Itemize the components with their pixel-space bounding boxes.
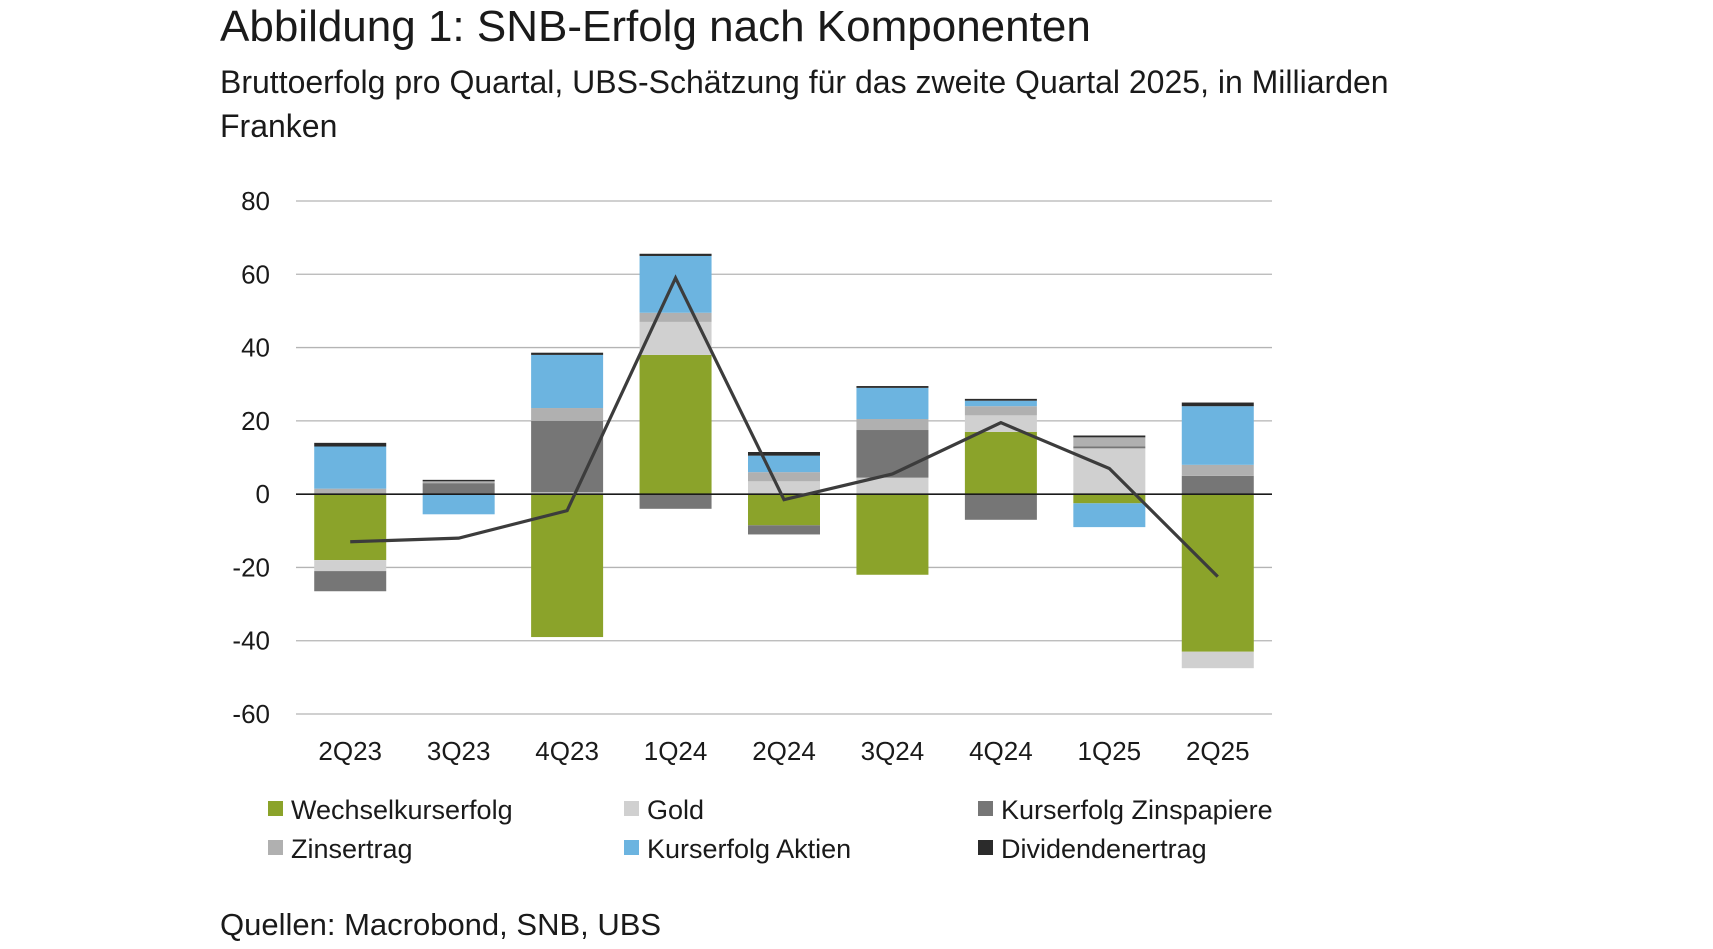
- bar-segment: [856, 386, 929, 388]
- bar-segment: [1073, 446, 1146, 449]
- chart-title: Abbildung 1: SNB-Erfolg nach Komponenten: [220, 2, 1091, 51]
- bar-segment: [856, 477, 929, 495]
- bar-segment: [748, 452, 820, 456]
- legend-label: Zinsertrag: [291, 834, 413, 864]
- y-tick-label: -40: [232, 626, 270, 656]
- legend-swatch: [624, 801, 639, 816]
- bar-segment: [639, 494, 712, 509]
- bar-segment: [314, 560, 387, 572]
- bar-segment: [639, 354, 712, 495]
- bar-segment: [1181, 475, 1254, 495]
- bar-segment: [856, 494, 929, 575]
- x-tick-label: 3Q23: [427, 736, 491, 766]
- legend-label: Gold: [647, 795, 704, 825]
- bar-segment: [422, 494, 495, 515]
- bar-segment: [639, 255, 712, 313]
- bar-segment: [314, 494, 387, 561]
- legend-item: Wechselkurserfolg: [268, 795, 513, 825]
- bar-segment: [314, 488, 387, 495]
- y-tick-label: 0: [256, 479, 270, 509]
- bar-segment: [964, 398, 1037, 401]
- bar-segment: [422, 481, 495, 484]
- bar-segment: [964, 400, 1037, 407]
- bar-segment: [531, 408, 604, 421]
- x-tick-label: 4Q24: [969, 736, 1033, 766]
- bar-segment: [748, 525, 820, 535]
- x-tick-label: 1Q24: [644, 736, 708, 766]
- legend-item: Kurserfolg Zinspapiere: [978, 795, 1273, 825]
- legend-item: Dividendenertrag: [978, 834, 1207, 864]
- legend-label: Kurserfolg Zinspapiere: [1001, 795, 1273, 825]
- y-tick-label: 40: [241, 333, 270, 363]
- y-tick-label: -20: [232, 552, 270, 582]
- bar-segment: [1181, 464, 1254, 476]
- legend-swatch: [268, 840, 283, 855]
- bars: [314, 253, 1254, 669]
- bar-segment: [1181, 406, 1254, 465]
- gridlines: [296, 200, 1272, 715]
- bar-segment: [314, 442, 387, 447]
- bar-segment: [422, 483, 495, 495]
- bar-segment: [856, 419, 929, 431]
- bar-segment: [1073, 437, 1146, 447]
- legend-item: Kurserfolg Aktien: [624, 834, 851, 864]
- y-tick-label: 60: [241, 259, 270, 289]
- legend-item: Zinsertrag: [268, 834, 413, 864]
- bar-segment: [531, 352, 604, 355]
- bar-segment: [531, 492, 604, 495]
- bar-segment: [748, 472, 820, 482]
- bar-segment: [748, 481, 820, 495]
- bar-segment: [1181, 494, 1254, 652]
- x-tick-labels: 2Q23 3Q23 4Q23 1Q24 2Q24 3Q24 4Q24 1Q25 2Q25: [318, 736, 1249, 766]
- bar-segment: [856, 430, 929, 478]
- chart-subtitle: Bruttoerfolg pro Quartal, UBS-Schätzung …: [220, 64, 1389, 144]
- legend: Wechselkurserfolg Gold Kurserfolg Zinspapi…: [268, 795, 1273, 864]
- x-tick-label: 3Q24: [861, 736, 925, 766]
- x-tick-label: 4Q23: [535, 736, 599, 766]
- y-tick-labels: 80 60 40 20 0 -20 -40 -60: [232, 186, 270, 729]
- bar-segment: [1073, 503, 1146, 528]
- source-note: Quellen: Macrobond, SNB, UBS: [220, 907, 662, 942]
- legend-item: Gold: [624, 795, 704, 825]
- bar-segment: [964, 406, 1037, 416]
- legend-label: Kurserfolg Aktien: [647, 834, 851, 864]
- total-line: [350, 274, 1219, 578]
- legend-label: Dividendenertrag: [1001, 834, 1207, 864]
- legend-swatch: [268, 801, 283, 816]
- y-tick-label: 80: [241, 186, 270, 216]
- bar-segment: [748, 455, 820, 473]
- bar-segment: [1073, 494, 1146, 504]
- y-tick-label: -60: [232, 699, 270, 729]
- bar-segment: [531, 354, 604, 409]
- bar-segment: [1181, 651, 1254, 669]
- x-tick-label: 2Q24: [752, 736, 816, 766]
- bar-segment: [964, 431, 1037, 495]
- legend-swatch: [978, 840, 993, 855]
- y-tick-label: 20: [241, 406, 270, 436]
- bar-segment: [1073, 435, 1146, 438]
- bar-segment: [639, 253, 712, 256]
- bar-segment: [314, 446, 387, 489]
- legend-swatch: [978, 801, 993, 816]
- legend-label: Wechselkurserfolg: [291, 795, 513, 825]
- bar-segment: [1073, 448, 1146, 495]
- bar-segment: [1181, 402, 1254, 407]
- stacked-bar-chart: 80 60 40 20 0 -20 -40 -60 2Q23 3Q23 4Q23 1Q24 2Q24 3…: [232, 186, 1273, 864]
- legend-swatch: [624, 840, 639, 855]
- x-tick-label: 2Q23: [318, 736, 382, 766]
- x-tick-label: 1Q25: [1078, 736, 1142, 766]
- bar-segment: [964, 494, 1037, 520]
- bar-segment: [314, 571, 387, 592]
- x-tick-label: 2Q25: [1186, 736, 1250, 766]
- bar-segment: [422, 479, 495, 482]
- bar-segment: [856, 387, 929, 420]
- bar-segment: [639, 312, 712, 322]
